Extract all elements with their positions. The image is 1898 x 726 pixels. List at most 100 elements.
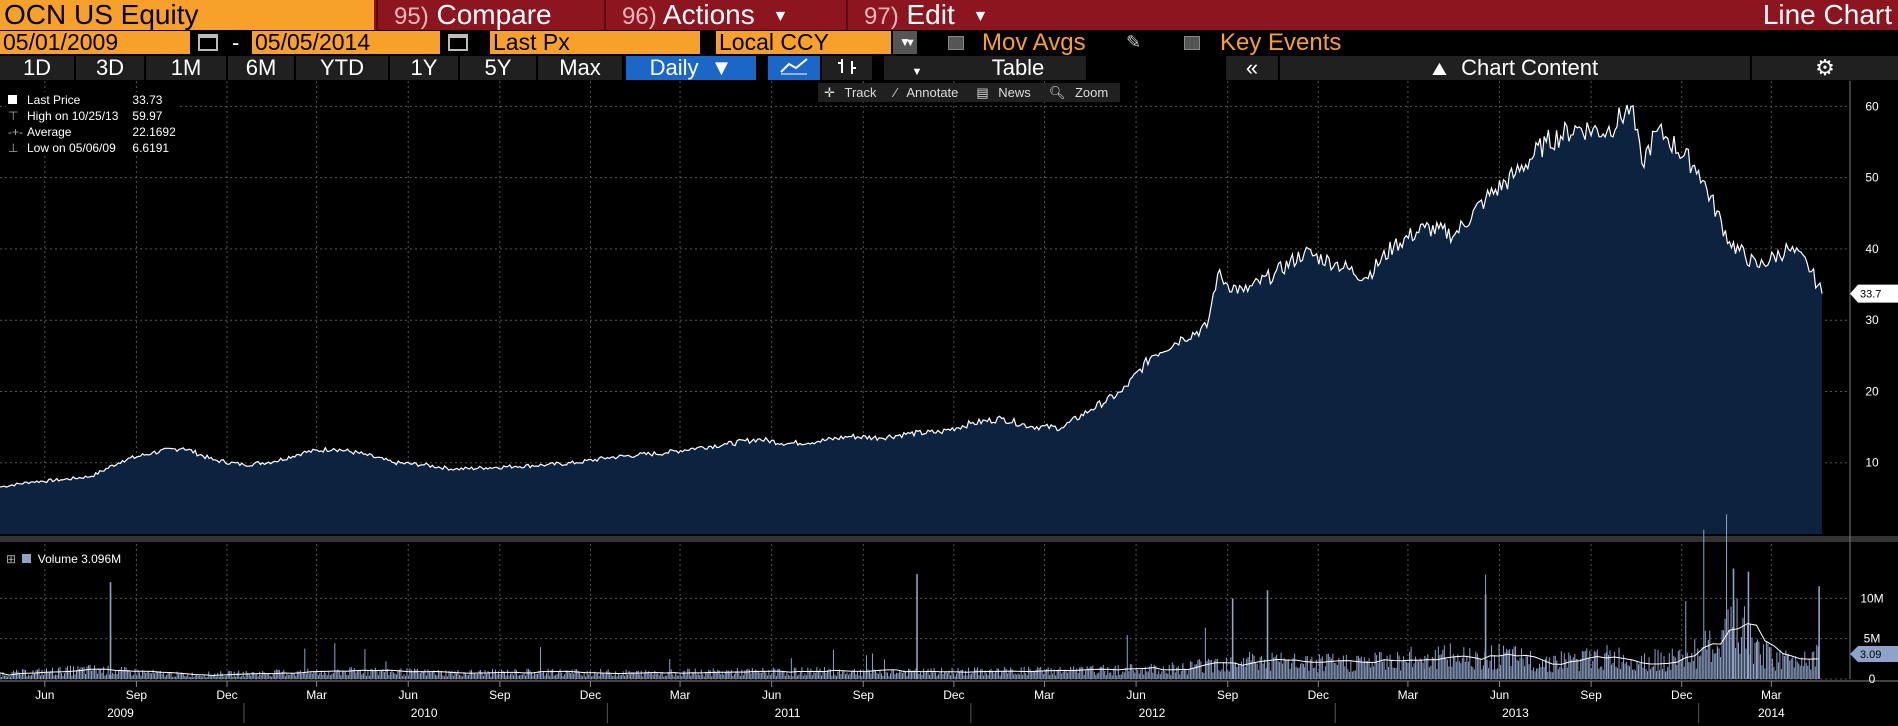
compare-menu-number: 95) (394, 3, 429, 30)
month-tick-label: Mar (1398, 688, 1419, 702)
frequency-dropdown[interactable]: Daily ▼ (626, 56, 756, 80)
edit-menu-number: 97) (864, 3, 899, 30)
legend-label: Average (27, 125, 72, 139)
chart-type-dropdown[interactable]: ▼ (884, 56, 950, 80)
currency-selector[interactable]: Local CCY (716, 31, 891, 54)
price-volume-chart[interactable]: 10 20 30 40 50 60 33.7 0 5M 10M 3.09 Jun Sep Dec Mar… (0, 81, 1898, 726)
expand-icon[interactable]: ⊞ (6, 552, 17, 566)
ohlc-bar-icon[interactable] (822, 56, 872, 80)
chevron-down-icon: ▼ (911, 66, 923, 78)
chevron-down-icon: ▼ (972, 7, 989, 25)
price-series (0, 104, 1823, 534)
start-date-field[interactable]: 05/01/2009 (0, 31, 190, 54)
legend-row-high: ⊤ High on 10/25/13 59.97 (6, 108, 178, 124)
actions-menu-number: 96) (622, 3, 657, 30)
range-1d-button[interactable]: 1D (0, 56, 74, 80)
month-tick-label: Dec (580, 688, 601, 702)
price-axis: 10 20 30 40 50 60 33.7 (1850, 99, 1898, 470)
end-date-field[interactable]: 05/05/2014 (252, 31, 440, 54)
legend-label: Low on 05/06/09 (27, 141, 116, 155)
volume-tick-label: 5M (1864, 632, 1881, 646)
price-tick-label: 30 (1865, 313, 1879, 327)
year-tick-label: 2012 (1139, 706, 1166, 720)
chart-tool-strip: ✛ Track ⁄ Annotate ▤ News 🔍︎ Zoom (818, 83, 1121, 102)
date-separator: - (232, 30, 240, 55)
chart-content-icon: ⛰ (1431, 59, 1448, 79)
chart-content-button[interactable]: ⛰ Chart Content (1280, 56, 1750, 80)
price-tick-label: 40 (1865, 242, 1879, 256)
range-3d-button[interactable]: 3D (76, 56, 144, 80)
month-tick-label: Jun (1126, 688, 1145, 702)
last-price-label: 33.7 (1860, 289, 1881, 301)
calendar-icon[interactable] (448, 34, 468, 51)
range-1m-button[interactable]: 1M (146, 56, 226, 80)
legend-swatch (8, 95, 17, 104)
month-tick-label: Jun (762, 688, 781, 702)
table-button[interactable]: Table (950, 56, 1086, 80)
news-label: News (998, 85, 1031, 100)
date-axis-background (0, 680, 1898, 726)
range-5y-button[interactable]: 5Y (460, 56, 536, 80)
last-volume-label: 3.09 (1860, 649, 1881, 661)
mov-avgs-checkbox[interactable] (948, 36, 964, 50)
last-volume-marker (1850, 645, 1898, 662)
mov-avgs-label[interactable]: Mov Avgs (982, 29, 1086, 56)
chart-content-label: Chart Content (1461, 55, 1599, 80)
legend-value: 33.73 (132, 93, 163, 107)
legend-value: 6.6191 (132, 141, 170, 155)
key-events-label[interactable]: Key Events (1220, 29, 1342, 56)
year-tick-label: 2013 (1502, 706, 1529, 720)
collapse-panel-icon[interactable]: « (1226, 56, 1278, 80)
range-max-button[interactable]: Max (538, 56, 622, 80)
edit-menu[interactable]: 97) Edit ▼ (846, 0, 1026, 30)
month-tick-label: Dec (943, 688, 964, 702)
year-tick-label: 2011 (775, 706, 801, 720)
price-tick-label: 60 (1865, 99, 1879, 113)
track-tool[interactable]: ✛ Track (818, 83, 889, 102)
calendar-icon[interactable] (198, 34, 218, 51)
top-bar: OCN US Equity 95) Compare 96) Actions ▼ … (0, 0, 1898, 30)
month-tick-label: Sep (489, 688, 511, 702)
news-tool[interactable]: ▤ News (970, 83, 1042, 102)
month-tick-label: Mar (1761, 688, 1782, 702)
range-6m-button[interactable]: 6M (228, 56, 294, 80)
zoom-tool[interactable]: 🔍︎ Zoom (1043, 83, 1120, 102)
legend-row-average: -+- Average 22.1692 (8, 125, 176, 139)
price-tick-label: 20 (1865, 384, 1879, 398)
price-line (0, 104, 1823, 488)
price-tick-label: 10 (1865, 456, 1879, 470)
range-1y-button[interactable]: 1Y (390, 56, 458, 80)
chevron-down-icon: ▼ (772, 7, 789, 25)
line-chart-icon[interactable] (768, 56, 820, 80)
chevron-down-icon[interactable]: ▼ (905, 37, 916, 49)
price-legend[interactable]: Last Price 33.73 ⊤ High on 10/25/13 59.9… (6, 92, 178, 156)
volume-legend[interactable]: ⊞ Volume 3.096M (6, 551, 122, 567)
actions-menu[interactable]: 96) Actions ▼ (604, 0, 844, 30)
field-selector[interactable]: Last Px (490, 31, 700, 54)
key-events-checkbox[interactable] (1184, 36, 1200, 50)
chevron-down-icon[interactable]: ▼ (893, 31, 917, 54)
year-tick-label: 2014 (1758, 706, 1785, 720)
volume-moving-average-line (0, 623, 1819, 676)
security-ticker[interactable]: OCN US Equity (0, 0, 374, 30)
month-tick-label: Sep (853, 688, 875, 702)
month-tick-label: Dec (216, 688, 237, 702)
date-axis: Jun Sep Dec Mar Jun Sep Dec Mar Jun Sep Dec Mar Jun S… (35, 681, 1785, 723)
chart-type-title: Line Chart (1762, 0, 1892, 30)
frequency-label: Daily (649, 55, 699, 80)
month-tick-label: Dec (1671, 688, 1692, 702)
month-tick-label: Jun (399, 688, 418, 702)
month-tick-label: Dec (1308, 688, 1329, 702)
annotate-tool[interactable]: ⁄ Annotate (889, 83, 971, 102)
zoom-label: Zoom (1074, 85, 1109, 100)
legend-row-last-price: Last Price 33.73 (6, 92, 178, 108)
legend-swatch (22, 554, 32, 563)
year-tick-label: 2009 (107, 706, 134, 720)
pencil-icon[interactable]: ✎ (1126, 32, 1142, 52)
month-tick-label: Mar (306, 688, 327, 702)
compare-menu[interactable]: 95) Compare (376, 0, 602, 30)
volume-axis: 0 5M 10M 3.09 (1850, 591, 1898, 686)
annotate-label: Annotate (906, 85, 959, 100)
range-ytd-button[interactable]: YTD (296, 56, 388, 80)
gear-icon[interactable]: ⚙ (1752, 56, 1898, 80)
